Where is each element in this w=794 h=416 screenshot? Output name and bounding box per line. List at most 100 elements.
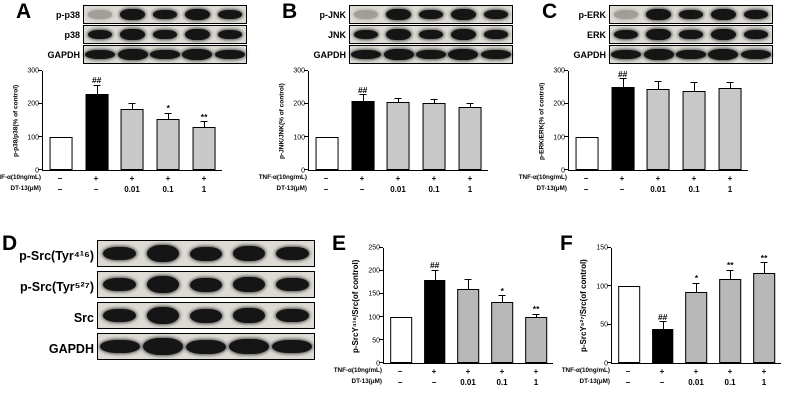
error-bar bbox=[470, 104, 472, 107]
blot-label: JNK bbox=[327, 30, 346, 40]
treatment-value: − bbox=[323, 173, 329, 183]
error-bar-cap bbox=[659, 321, 667, 323]
treatment-value: 0.1 bbox=[162, 184, 174, 194]
treatment-value: 1 bbox=[467, 184, 473, 194]
protein-band bbox=[120, 28, 145, 41]
bottom-row: D p-Src(Tyr⁴¹⁶) p-Src(Tyr⁵²⁷) Src GAPDH E p… bbox=[0, 233, 794, 414]
significance-marker: ## bbox=[91, 75, 102, 86]
protein-band bbox=[182, 49, 213, 60]
y-tick-mark bbox=[379, 362, 383, 363]
protein-band bbox=[217, 29, 242, 40]
blot-band-strip bbox=[349, 45, 513, 64]
data-bar bbox=[618, 286, 640, 363]
treatment-row: TNF-α(10ng/mL) − + + + + bbox=[562, 366, 781, 377]
bar-Control bbox=[612, 248, 646, 363]
data-bar bbox=[753, 272, 775, 363]
bar-TNF-α+DT-13 0.1μM: * bbox=[485, 248, 519, 363]
protein-band bbox=[418, 9, 444, 20]
panel-e: E p-SrcY⁴¹⁶/Src(of control) 0 50 100 150 200… bbox=[330, 233, 558, 414]
blot-label: p38 bbox=[64, 30, 80, 40]
bar-TNF-α+DT-13 0.1μM bbox=[416, 71, 452, 170]
y-tick-label: 100 bbox=[368, 314, 380, 322]
y-tick-label: 0 bbox=[35, 167, 39, 175]
panel-b: B p-JNK JNK GAPDH p-JNK/JNK(% of control) … bbox=[258, 1, 526, 232]
protein-band bbox=[189, 308, 223, 323]
bar-chart-p-jnk: p-JNK/JNK(% of control) 0 100 200 300 ## TN… bbox=[258, 68, 488, 195]
y-axis: 0 100 200 300 bbox=[22, 68, 42, 175]
treatment-value: + bbox=[467, 173, 473, 183]
protein-band bbox=[711, 29, 736, 40]
error-bar-cap bbox=[532, 313, 540, 315]
treatment-value: + bbox=[693, 366, 699, 376]
bar-TNF-α: ## bbox=[79, 71, 115, 170]
protein-band bbox=[451, 29, 476, 40]
error-bar-cap bbox=[760, 262, 768, 264]
protein-band bbox=[229, 338, 270, 355]
y-tick-label: 200 bbox=[368, 267, 380, 275]
y-tick-label: 100 bbox=[596, 283, 608, 291]
treatment-value: + bbox=[655, 173, 661, 183]
treatment-value: + bbox=[465, 366, 471, 376]
blot-label: p-Src(Tyr⁴¹⁶) bbox=[19, 248, 94, 263]
error-bar bbox=[622, 79, 624, 87]
protein-band bbox=[276, 308, 309, 323]
treatment-value: − bbox=[431, 377, 437, 387]
data-bar bbox=[682, 90, 706, 170]
protein-band bbox=[483, 29, 508, 40]
panel-c-letter: C bbox=[542, 0, 558, 23]
treatment-value: + bbox=[619, 173, 625, 183]
data-bar bbox=[49, 137, 73, 170]
y-tick-label: 0 bbox=[376, 360, 380, 368]
data-bar bbox=[647, 88, 670, 170]
y-tick-mark bbox=[38, 136, 42, 138]
plot-area: ## bbox=[304, 70, 488, 171]
protein-band bbox=[643, 48, 674, 61]
significance-marker: ## bbox=[429, 260, 440, 271]
top-row: A p-p38 p38 GAPDH p-p38/p38(% of control) … bbox=[0, 0, 794, 232]
protein-band bbox=[232, 276, 266, 293]
error-bar bbox=[168, 113, 170, 119]
protein-band bbox=[448, 49, 479, 60]
error-bar bbox=[730, 271, 732, 279]
treatment-value: + bbox=[727, 173, 733, 183]
treatment-value: − bbox=[625, 377, 631, 387]
error-bar-cap bbox=[93, 84, 101, 86]
error-bar bbox=[764, 263, 766, 273]
treatment-row: DT-13(μM) − − 0.01 0.1 1 bbox=[10, 184, 222, 195]
protein-band bbox=[146, 276, 179, 293]
error-bar bbox=[132, 104, 134, 109]
error-bar-cap bbox=[466, 103, 474, 105]
error-bar-cap bbox=[359, 94, 367, 96]
bar-TNF-α+DT-13 0.01μM bbox=[381, 71, 417, 170]
treatment-row: DT-13(μM) − − 0.01 0.1 1 bbox=[536, 184, 748, 195]
treatment-value: − bbox=[397, 377, 403, 387]
error-bar-cap bbox=[654, 80, 662, 82]
treatment-value: − bbox=[583, 184, 589, 194]
treatment-value: + bbox=[499, 366, 505, 376]
significance-marker: ** bbox=[200, 111, 208, 122]
error-bar bbox=[434, 100, 436, 104]
treatment-label: TNF-α(10ng/mL) bbox=[258, 174, 307, 181]
protein-band bbox=[418, 29, 444, 40]
protein-band bbox=[386, 8, 411, 21]
protein-band bbox=[189, 246, 223, 261]
protein-band bbox=[743, 9, 768, 20]
bar-TNF-α+DT-13 0.1μM: * bbox=[150, 71, 186, 170]
error-bar bbox=[696, 284, 698, 292]
data-bar bbox=[525, 317, 547, 363]
y-tick-mark bbox=[38, 169, 42, 170]
data-bar bbox=[315, 137, 339, 170]
treatment-label: DT-13(μM) bbox=[579, 378, 610, 385]
significance-marker: ** bbox=[726, 260, 734, 271]
error-bar bbox=[694, 82, 696, 91]
treatment-value: 1 bbox=[761, 377, 767, 387]
significance-marker: ** bbox=[760, 252, 768, 263]
error-bar-cap bbox=[464, 279, 472, 281]
protein-band bbox=[189, 277, 223, 292]
error-bar-cap bbox=[128, 103, 136, 105]
panel-c: C p-ERK ERK GAPDH p-ERK/ERK(% of control) … bbox=[519, 0, 794, 232]
treatment-value: + bbox=[691, 173, 697, 183]
treatment-value: 0.01 bbox=[650, 184, 666, 194]
